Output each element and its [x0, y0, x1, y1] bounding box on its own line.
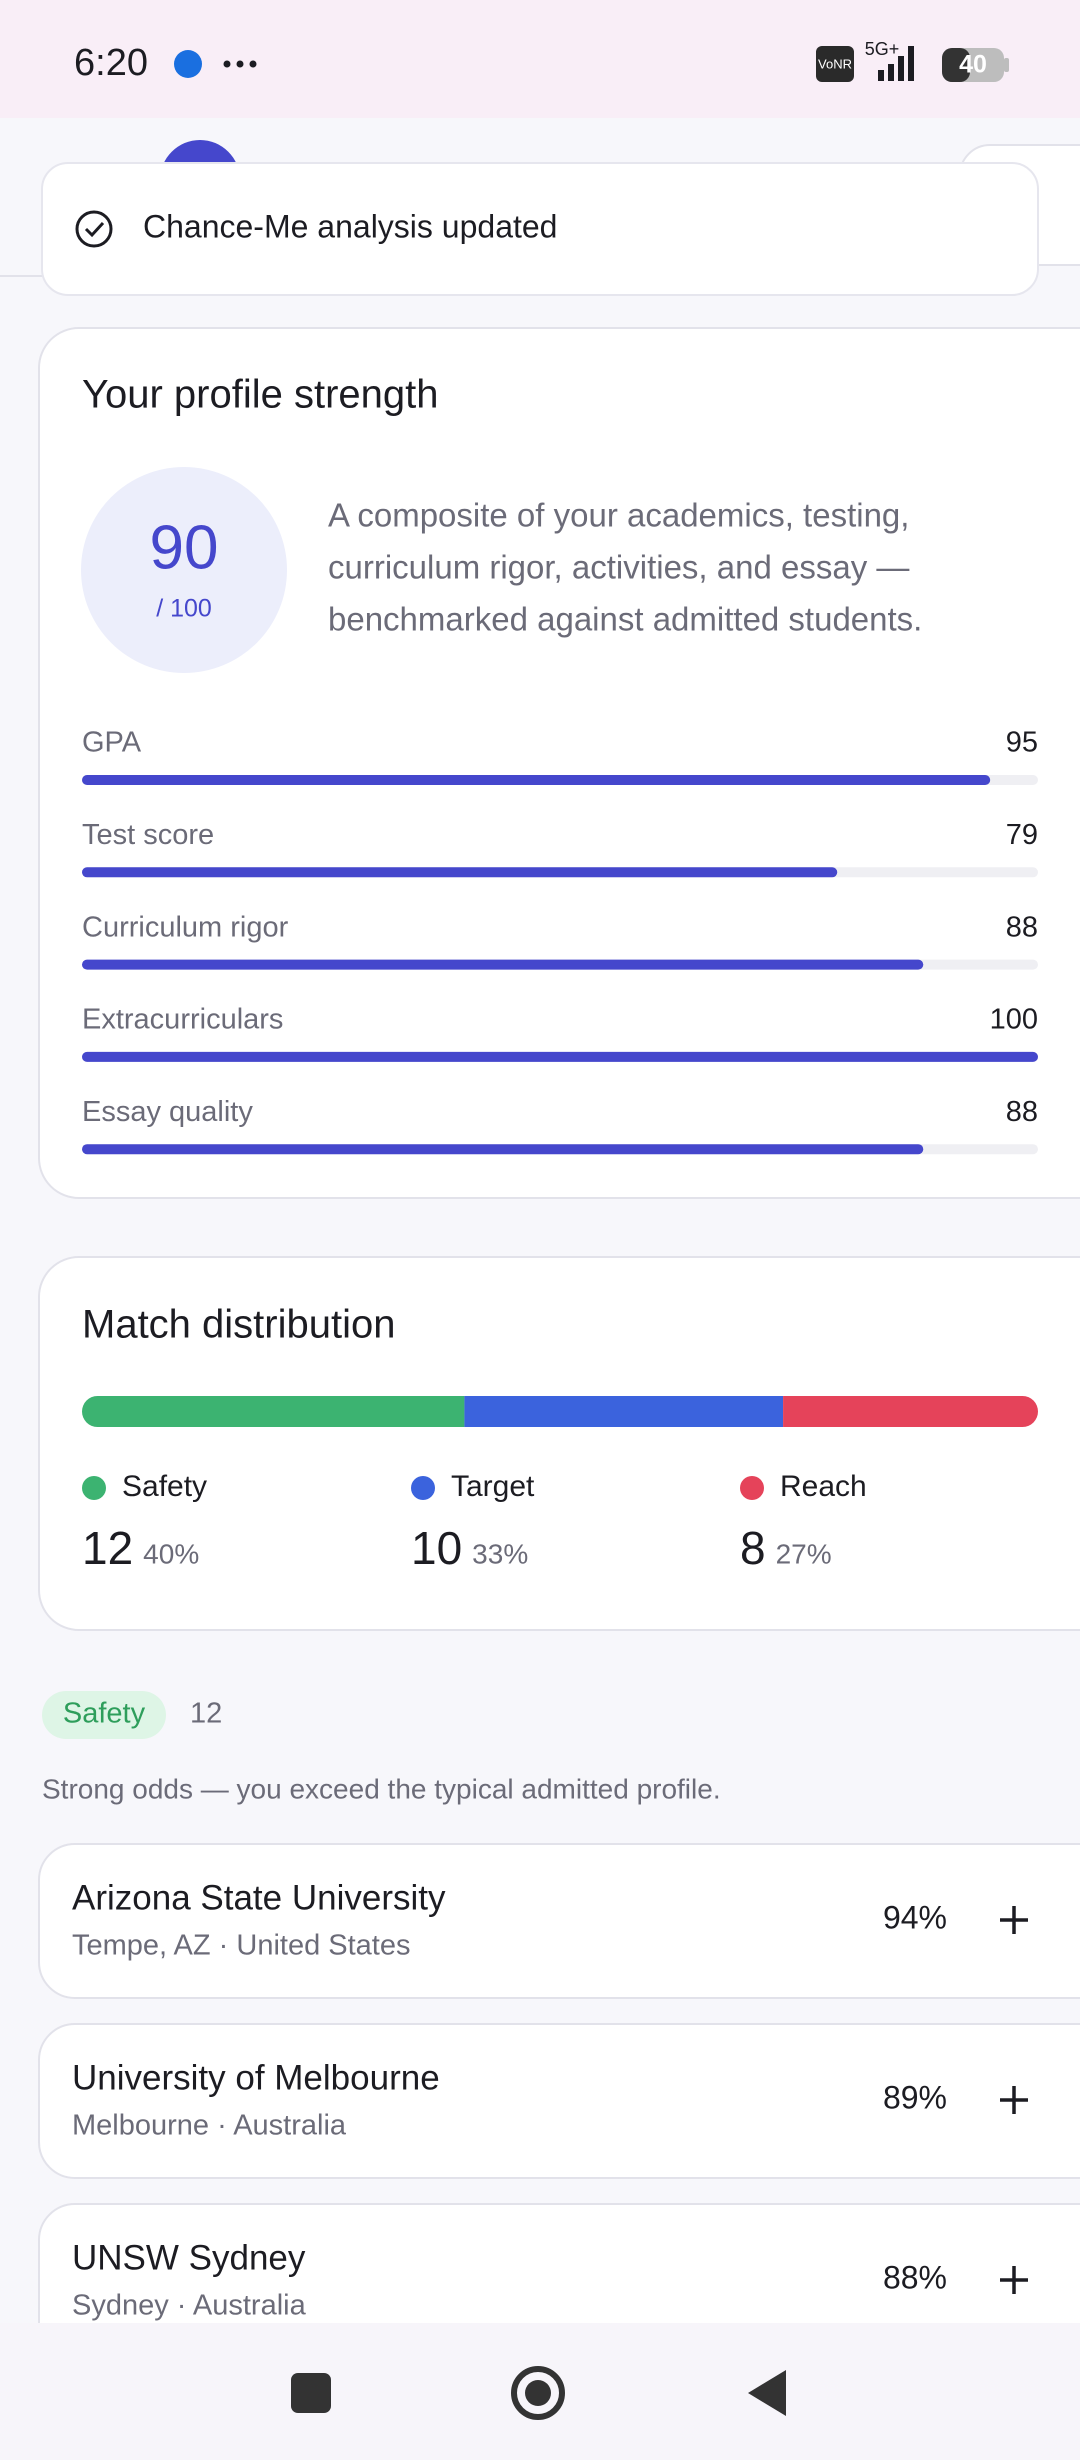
- metric-value: 100: [990, 1004, 1038, 1036]
- description-line: curriculum rigor, activities, and essay …: [328, 549, 909, 586]
- score: 90: [150, 513, 219, 582]
- network: 5G+: [865, 39, 900, 59]
- chip-count: 12: [190, 1698, 222, 1730]
- distribution-segment: [783, 1396, 1038, 1427]
- metric-value: 88: [1006, 1096, 1038, 1128]
- time: 6:20: [74, 42, 148, 84]
- chip[interactable]: [42, 1691, 166, 1739]
- metric-label: Test score: [82, 819, 214, 851]
- group-percent: 27%: [776, 1538, 832, 1569]
- school-chance: 94%: [883, 1899, 947, 1935]
- school-card[interactable]: [38, 1843, 1080, 1999]
- metric-label: Extracurriculars: [82, 1004, 283, 1036]
- description-line: benchmarked against admitted students.: [328, 601, 922, 638]
- school-location: Melbourne · Australia: [72, 2110, 347, 2142]
- description-line: A composite of your academics, testing,: [328, 497, 909, 534]
- school-chance: 88%: [883, 2259, 947, 2295]
- toast: [41, 162, 1039, 296]
- profile-card: [38, 327, 1080, 1199]
- metric-bar: [82, 1144, 924, 1155]
- home-button[interactable]: [511, 2366, 565, 2420]
- school-name: University of Melbourne: [72, 2058, 440, 2097]
- legend-dot: [740, 1476, 764, 1500]
- recents-button[interactable]: [291, 2373, 331, 2413]
- badge-box: [816, 46, 854, 82]
- notification-icon: [174, 50, 202, 78]
- back-button[interactable]: [748, 2370, 786, 2416]
- dot: [249, 60, 257, 68]
- school-name: Arizona State University: [72, 1878, 446, 1917]
- distribution-segment: [82, 1396, 465, 1427]
- school-location: Sydney · Australia: [72, 2290, 307, 2322]
- legend-label: Target: [451, 1470, 535, 1503]
- battery-tip: [1004, 58, 1009, 72]
- check-mark: [84, 221, 105, 238]
- battery-level: [942, 48, 970, 82]
- legend-dot: [411, 1476, 435, 1500]
- metric-label: Essay quality: [82, 1096, 253, 1128]
- card-title: Your profile strength: [82, 373, 439, 417]
- metric-value: 88: [1006, 911, 1038, 943]
- add-button[interactable]: [1000, 1906, 1028, 1934]
- group-count: 8: [740, 1522, 766, 1574]
- metric-label: Curriculum rigor: [82, 911, 289, 943]
- network-badge: VoNR: [818, 56, 852, 71]
- toast-text: Chance-Me analysis updated: [143, 208, 557, 244]
- metric-label: GPA: [82, 727, 142, 759]
- metric-bar: [82, 959, 924, 970]
- metric-bar: [82, 1051, 1038, 1062]
- dot: [236, 60, 244, 68]
- add-button[interactable]: [1000, 2266, 1028, 2294]
- check-icon: [75, 210, 113, 248]
- group-count: 12: [82, 1522, 133, 1574]
- signal: [878, 46, 914, 81]
- metric-value: 95: [1006, 727, 1038, 759]
- metric-bar: [82, 775, 991, 785]
- match-card: [38, 1256, 1080, 1631]
- legend-dot: [82, 1476, 106, 1500]
- add-button[interactable]: [1000, 2086, 1028, 2114]
- dot: [223, 60, 231, 68]
- status-bar: [0, 0, 1080, 118]
- school-card[interactable]: [38, 2023, 1080, 2179]
- content: Chance-Me analysis updated Your profile …: [0, 140, 1080, 2358]
- group-percent: 40%: [143, 1538, 199, 1569]
- chip-label: Safety: [63, 1698, 146, 1730]
- group-percent: 33%: [472, 1538, 528, 1569]
- group-count: 10: [411, 1522, 462, 1574]
- legend-label: Safety: [122, 1470, 207, 1503]
- battery-text: 40: [959, 51, 987, 79]
- metric-bar: [82, 867, 838, 878]
- section-description: Strong odds — you exceed the typical adm…: [42, 1773, 721, 1804]
- school-name: UNSW Sydney: [72, 2238, 306, 2277]
- metric-value: 79: [1006, 819, 1038, 851]
- school-location: Tempe, AZ · United States: [72, 1930, 410, 1962]
- card-title: Match distribution: [82, 1303, 395, 1347]
- school-chance: 89%: [883, 2079, 947, 2115]
- score-max: / 100: [156, 595, 212, 623]
- home-dot: [525, 2380, 551, 2406]
- school-card[interactable]: [38, 2203, 1080, 2358]
- score-circle: [81, 467, 287, 673]
- distribution-segment: [464, 1396, 784, 1427]
- legend-label: Reach: [780, 1470, 867, 1503]
